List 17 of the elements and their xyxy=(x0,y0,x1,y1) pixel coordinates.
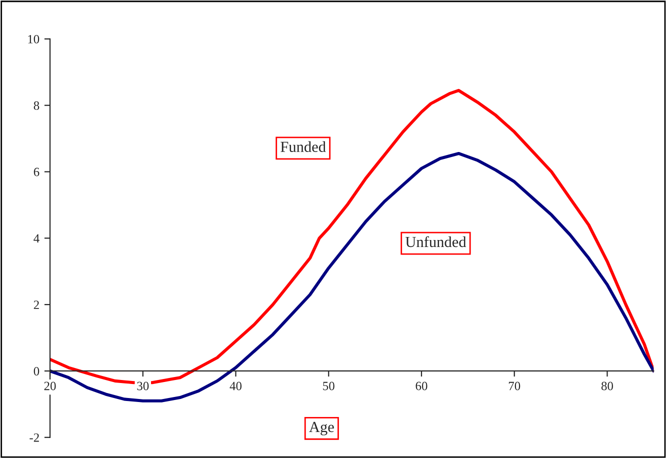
x-tick-label: 80 xyxy=(601,382,613,390)
y-tick-label: 4 xyxy=(34,234,40,242)
y-tick-label: 2 xyxy=(34,300,39,309)
y-tick-label: -2 xyxy=(30,433,39,442)
x-tick-label: 50 xyxy=(323,382,334,390)
y-tick-label: 0 xyxy=(34,367,40,376)
x-tick-label: 70 xyxy=(508,382,520,390)
x-tick-label: 40 xyxy=(230,382,242,390)
x-tick-label: 20 xyxy=(44,382,56,390)
y-tick-label: 10 xyxy=(28,34,40,44)
text: Unfunded xyxy=(406,236,466,248)
x-axis-title: Age xyxy=(309,422,334,436)
text: Funded xyxy=(280,141,326,152)
x-tick-label: 30 xyxy=(137,382,149,390)
y-tick-label: 8 xyxy=(34,101,40,110)
y-tick-label: 6 xyxy=(34,168,40,176)
x-tick-label: 60 xyxy=(416,382,428,390)
